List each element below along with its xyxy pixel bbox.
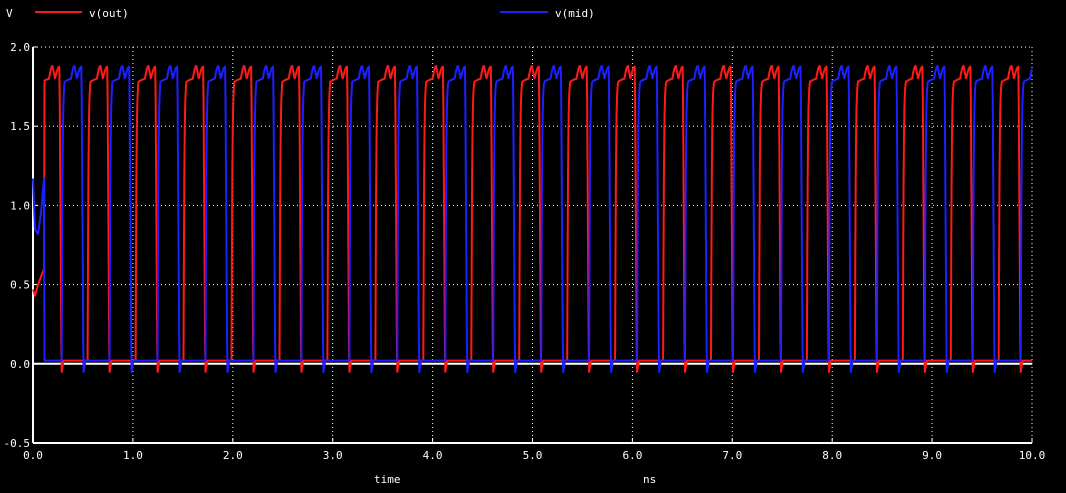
y-tick-label: 0.0 — [10, 358, 30, 371]
y-tick-label: 1.5 — [10, 120, 30, 133]
x-tick-label: 4.0 — [423, 449, 443, 462]
tick-labels: 0.0 1.0 2.0 3.0 4.0 5.0 6.0 7.0 8.0 9.0 10.0-0.50.… — [4, 41, 1046, 462]
x-tick-label: 8.0 — [822, 449, 842, 462]
x-tick-label: 7.0 — [722, 449, 742, 462]
x-tick-label: 10.0 — [1019, 449, 1046, 462]
x-axis-label: time — [374, 473, 401, 486]
grid — [33, 47, 1032, 443]
x-tick-label: 1.0 — [123, 449, 143, 462]
y-axis-label: V — [6, 7, 13, 20]
series-line-vout — [32, 65, 1033, 373]
x-tick-label: 0.0 — [23, 449, 43, 462]
axes — [32, 46, 1033, 444]
y-tick-label: 0.5 — [10, 279, 30, 292]
legend-label-v-mid: v(mid) — [555, 7, 595, 20]
y-tick-label: 2.0 — [10, 41, 30, 54]
series-line-vmid — [32, 65, 1033, 373]
x-tick-label: 6.0 — [622, 449, 642, 462]
y-tick-label: 1.0 — [10, 199, 30, 212]
x-tick-label: 2.0 — [223, 449, 243, 462]
x-tick-label: 3.0 — [323, 449, 343, 462]
x-tick-label: 9.0 — [922, 449, 942, 462]
legend: v(out) v(mid) — [35, 7, 595, 20]
x-axis-unit: ns — [643, 473, 656, 486]
x-tick-label: 5.0 — [523, 449, 543, 462]
y-tick-label: -0.5 — [4, 437, 31, 450]
legend-label-v-out: v(out) — [89, 7, 129, 20]
traces — [32, 65, 1033, 373]
